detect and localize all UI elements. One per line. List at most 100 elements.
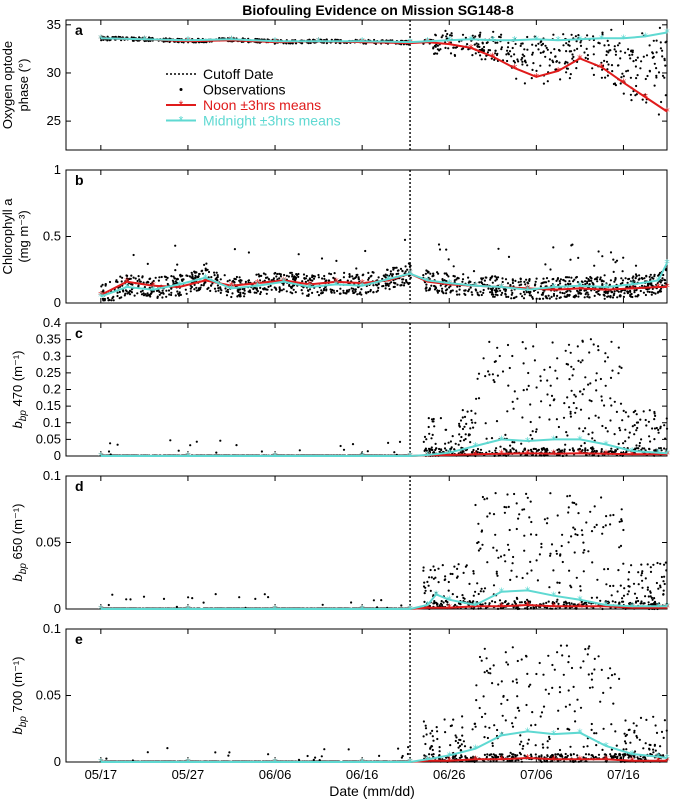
observation-point — [367, 271, 370, 274]
observation-point — [591, 447, 594, 450]
observation-point — [549, 268, 552, 271]
observation-point — [399, 267, 403, 270]
y-tick-label: 0.15 — [36, 398, 61, 413]
observation-point — [616, 296, 619, 299]
observation-point — [611, 296, 615, 299]
midnight-mean-marker: * — [664, 447, 670, 460]
y-tick-label: 0.05 — [36, 535, 61, 550]
observation-point — [638, 274, 641, 277]
observation-point — [210, 276, 213, 279]
y-tick-label: 35 — [47, 17, 61, 32]
observation-point — [478, 45, 481, 49]
observation-point — [339, 444, 342, 448]
observation-point — [472, 270, 476, 273]
observation-point — [640, 60, 643, 63]
observation-point — [603, 568, 606, 571]
observation-point — [510, 55, 513, 58]
observation-point — [430, 446, 433, 449]
observation-point — [449, 291, 452, 294]
observation-point — [481, 42, 484, 45]
observation-point — [285, 290, 288, 293]
observation-point — [474, 503, 477, 507]
observation-point — [448, 286, 451, 289]
observation-point — [528, 278, 531, 281]
observation-point — [626, 593, 629, 596]
observation-point — [555, 418, 559, 421]
observation-point — [247, 279, 250, 282]
observation-point — [636, 421, 640, 424]
observation-point — [552, 292, 556, 296]
observation-point — [440, 36, 443, 39]
observation-point — [441, 564, 444, 567]
observation-point — [501, 370, 505, 373]
observation-point — [103, 299, 106, 302]
observation-point — [622, 409, 625, 412]
observation-point — [479, 607, 482, 610]
observation-point — [627, 415, 630, 418]
noon-mean-marker: * — [425, 36, 431, 49]
observation-point — [305, 274, 308, 278]
observation-point — [621, 597, 624, 600]
observation-point — [425, 438, 428, 441]
observation-point — [219, 291, 222, 294]
noon-mean-marker: * — [555, 65, 561, 78]
observation-point — [622, 442, 625, 445]
observation-point — [489, 276, 492, 280]
observation-point — [120, 280, 123, 283]
observation-point — [488, 450, 491, 453]
observation-point — [592, 73, 596, 76]
observation-point — [132, 276, 135, 279]
observation-point — [529, 533, 533, 536]
observation-point — [619, 429, 622, 432]
observation-point — [562, 33, 565, 36]
observation-point — [642, 410, 645, 413]
observation-point — [613, 400, 616, 403]
observation-point — [539, 51, 542, 55]
observation-point — [651, 56, 654, 59]
midnight-mean-line — [100, 31, 668, 44]
observation-point — [476, 377, 479, 380]
observation-point — [333, 291, 336, 294]
observation-point — [424, 272, 427, 275]
observation-point — [583, 549, 586, 552]
observation-point — [495, 549, 498, 552]
observation-point — [577, 511, 580, 515]
observation-point — [492, 293, 495, 296]
observation-point — [637, 293, 640, 297]
observation-point — [526, 496, 529, 499]
observation-point — [557, 602, 560, 606]
observation-point — [451, 289, 454, 292]
observation-point — [546, 517, 549, 520]
observation-point — [627, 590, 630, 593]
observation-point — [520, 442, 523, 445]
observation-point — [603, 297, 606, 300]
observation-point — [619, 402, 623, 405]
observation-point — [294, 291, 297, 294]
observation-point — [663, 76, 666, 79]
observation-point — [641, 447, 644, 450]
observation-point — [490, 437, 494, 440]
midnight-mean-marker: * — [425, 449, 431, 462]
observation-point — [553, 398, 556, 401]
observation-point — [325, 42, 328, 45]
observation-point — [584, 56, 587, 60]
observation-point — [634, 285, 637, 288]
observation-point — [539, 375, 542, 378]
observation-point — [607, 63, 610, 66]
observation-point — [348, 288, 351, 291]
observation-point — [468, 288, 471, 291]
observation-point — [552, 246, 555, 249]
observation-point — [556, 357, 559, 360]
observation-point — [569, 290, 572, 293]
observation-point — [146, 294, 149, 297]
observation-point — [545, 601, 548, 605]
observation-point — [587, 293, 590, 296]
observation-point — [540, 546, 543, 549]
observation-point — [258, 279, 262, 282]
observation-point — [556, 277, 560, 280]
observation-point — [614, 84, 618, 87]
observation-point — [464, 565, 467, 568]
observation-point — [510, 297, 513, 300]
observation-point — [470, 418, 473, 422]
